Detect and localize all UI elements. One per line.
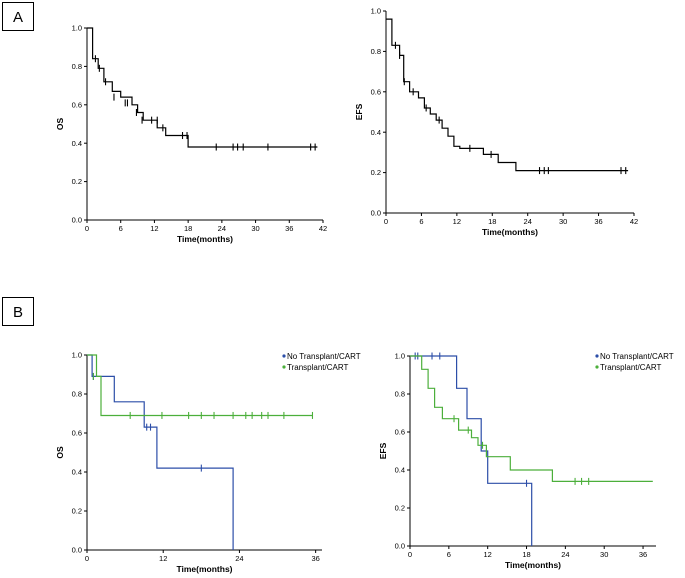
- chart-1-y-tick-label-5: 1.0: [371, 7, 381, 16]
- chart-1-y-tick-label-4: 0.8: [371, 47, 381, 56]
- chart-1-x-tick-label-5: 30: [559, 217, 567, 226]
- panel-b-label: B: [13, 304, 23, 321]
- chart-2-legend-marker-0: [282, 354, 286, 358]
- chart-1-x-tick-label-7: 42: [630, 217, 638, 226]
- chart-3-x-tick-label-6: 36: [639, 550, 647, 559]
- chart-0-x-tick-label-4: 24: [218, 224, 226, 233]
- chart-2-series-1-line: [87, 354, 313, 417]
- chart-1-x-tick-label-4: 24: [524, 217, 532, 226]
- chart-0-y-tick-label-4: 0.8: [72, 62, 82, 71]
- efs-km-chart-by-treatment: 0.0 0.2 0.4 0.6 0.8 1.0 0 6 12 18 24 30 36 Time(month…: [378, 352, 674, 570]
- chart-2-y-tick-label-0: 0.0: [72, 546, 82, 555]
- chart-1-series-0-line: [386, 18, 629, 172]
- chart-1-y-tick-label-3: 0.6: [371, 87, 381, 96]
- efs-km-chart-overall: 0.0 0.2 0.4 0.6 0.8 1.0 0 6 12 18 24 30 36 42 Time(mon…: [354, 7, 638, 237]
- chart-0-x-tick-label-6: 36: [285, 224, 293, 233]
- chart-1-x-axis-title: Time(months): [482, 227, 538, 237]
- panel-b-label-box: B: [2, 297, 34, 326]
- chart-2-y-tick-label-5: 1.0: [72, 351, 82, 360]
- chart-1-y-tick-label-1: 0.2: [371, 168, 381, 177]
- chart-3-series-0-line: [410, 355, 533, 546]
- chart-3-legend-label-1: Transplant/CART: [600, 363, 661, 372]
- chart-0-series-0-line: [87, 27, 318, 148]
- chart-2-y-tick-label-1: 0.2: [72, 507, 82, 516]
- chart-2-y-tick-label-4: 0.8: [72, 390, 82, 399]
- panel-a-label: A: [13, 9, 23, 26]
- panel-a-label-box: A: [2, 2, 34, 31]
- chart-1-x-tick-label-0: 0: [384, 217, 388, 226]
- chart-0-y-axis-title: OS: [55, 118, 65, 131]
- chart-0-y-tick-label-5: 1.0: [72, 24, 82, 33]
- chart-3-x-tick-label-2: 12: [484, 550, 492, 559]
- chart-0-x-tick-label-0: 0: [85, 224, 89, 233]
- chart-0-y-tick-label-0: 0.0: [72, 216, 82, 225]
- chart-3-y-tick-label-0: 0.0: [395, 542, 405, 551]
- chart-1-y-tick-label-0: 0.0: [371, 209, 381, 218]
- chart-0-y-tick-label-1: 0.2: [72, 177, 82, 186]
- chart-1-x-tick-label-1: 6: [419, 217, 423, 226]
- chart-3-legend-marker-1: [595, 365, 599, 369]
- chart-2-x-tick-label-2: 24: [235, 554, 243, 563]
- chart-3-x-tick-label-4: 24: [561, 550, 569, 559]
- chart-2-y-axis-title: OS: [55, 446, 65, 459]
- chart-3-y-tick-label-4: 0.8: [395, 390, 405, 399]
- panel-b-box-border: [2, 297, 34, 326]
- chart-3-y-tick-label-3: 0.6: [395, 428, 405, 437]
- chart-2-x-tick-label-0: 0: [85, 554, 89, 563]
- chart-0-x-tick-label-7: 42: [319, 224, 327, 233]
- chart-1-y-axis-title: EFS: [354, 103, 364, 120]
- chart-2-legend-label-0: No Transplant/CART: [287, 352, 361, 361]
- chart-2-x-axis-title: Time(months): [176, 564, 232, 574]
- chart-1-y-tick-label-2: 0.4: [371, 128, 381, 137]
- chart-3-x-tick-label-0: 0: [408, 550, 412, 559]
- chart-0-x-tick-label-5: 30: [251, 224, 259, 233]
- chart-2-legend-marker-1: [282, 365, 286, 369]
- chart-3-series-1-line: [410, 355, 653, 482]
- chart-3-y-tick-label-1: 0.2: [395, 504, 405, 513]
- chart-1-x-tick-label-2: 12: [453, 217, 461, 226]
- chart-3-y-axis-title: EFS: [378, 442, 388, 459]
- chart-0-y-tick-label-3: 0.6: [72, 100, 82, 109]
- chart-0-x-tick-label-3: 18: [184, 224, 192, 233]
- chart-3-legend-label-0: No Transplant/CART: [600, 352, 674, 361]
- chart-3-y-tick-label-5: 1.0: [395, 352, 405, 361]
- chart-0-y-tick-label-2: 0.4: [72, 139, 82, 148]
- chart-2-series-0-line: [87, 354, 234, 550]
- chart-3-x-tick-label-5: 30: [600, 550, 608, 559]
- chart-1-x-tick-label-6: 36: [594, 217, 602, 226]
- chart-0-x-tick-label-1: 6: [119, 224, 123, 233]
- chart-2-x-tick-label-3: 36: [311, 554, 319, 563]
- chart-0-x-tick-label-2: 12: [150, 224, 158, 233]
- chart-0-x-axis-title: Time(months): [177, 234, 233, 244]
- os-km-chart-overall: 0.0 0.2 0.4 0.6 0.8 1.0 0 6 12 18 24 30 36 42 Time(mon…: [55, 24, 327, 244]
- os-km-chart-by-treatment: 0.0 0.2 0.4 0.6 0.8 1.0 0 12 24 36 Time(months) OS N…: [55, 351, 361, 574]
- panel-a-box-border: [2, 2, 34, 31]
- chart-3-y-tick-label-2: 0.4: [395, 466, 405, 475]
- chart-2-y-tick-label-3: 0.6: [72, 429, 82, 438]
- chart-2-x-tick-label-1: 12: [159, 554, 167, 563]
- chart-2-legend-label-1: Transplant/CART: [287, 363, 348, 372]
- chart-3-x-axis-title: Time(months): [505, 560, 561, 570]
- chart-2-y-tick-label-2: 0.4: [72, 468, 82, 477]
- chart-3-x-tick-label-3: 18: [522, 550, 530, 559]
- chart-3-x-tick-label-1: 6: [447, 550, 451, 559]
- chart-3-legend-marker-0: [595, 354, 599, 358]
- chart-1-x-tick-label-3: 18: [488, 217, 496, 226]
